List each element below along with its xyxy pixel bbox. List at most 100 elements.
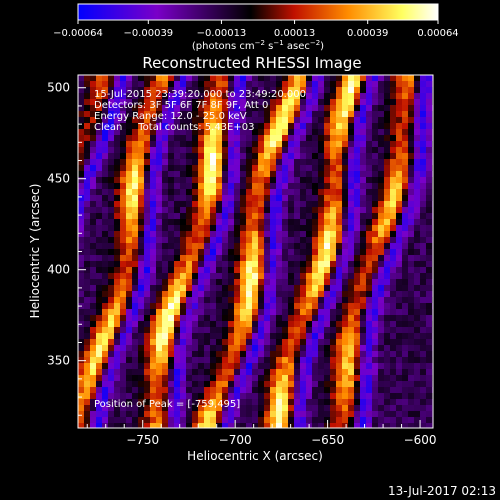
heatmap-pixel: [96, 249, 103, 256]
heatmap-pixel: [264, 375, 271, 382]
heatmap-pixel: [132, 273, 139, 280]
heatmap-pixel: [120, 231, 127, 238]
heatmap-pixel: [396, 279, 403, 286]
heatmap-pixel: [396, 201, 403, 208]
heatmap-pixel: [414, 81, 421, 88]
heatmap-pixel: [138, 399, 145, 406]
heatmap-pixel: [150, 183, 157, 190]
heatmap-pixel: [84, 123, 91, 130]
heatmap-pixel: [258, 309, 265, 316]
heatmap-pixel: [90, 165, 97, 172]
heatmap-pixel: [204, 231, 211, 238]
heatmap-pixel: [348, 405, 355, 412]
heatmap-pixel: [162, 249, 169, 256]
heatmap-pixel: [312, 93, 319, 100]
heatmap-pixel: [228, 375, 235, 382]
heatmap-pixel: [120, 135, 127, 142]
heatmap-pixel: [210, 195, 217, 202]
heatmap-pixel: [180, 195, 187, 202]
heatmap-pixel: [126, 225, 133, 232]
heatmap-pixel: [294, 177, 301, 184]
heatmap-pixel: [402, 393, 409, 400]
heatmap-pixel: [354, 261, 361, 268]
heatmap-pixel: [114, 81, 121, 88]
heatmap-pixel: [372, 417, 379, 424]
heatmap-pixel: [288, 153, 295, 160]
heatmap-pixel: [138, 357, 145, 364]
heatmap-pixel: [348, 309, 355, 316]
heatmap-pixel: [342, 339, 349, 346]
heatmap-pixel: [150, 405, 157, 412]
heatmap-pixel: [378, 183, 385, 190]
heatmap-pixel: [120, 291, 127, 298]
heatmap-pixel: [78, 417, 85, 424]
heatmap-pixel: [126, 273, 133, 280]
heatmap-pixel: [360, 111, 367, 118]
heatmap-pixel: [258, 339, 265, 346]
heatmap-pixel: [408, 171, 415, 178]
colorbar-unit-label: (photons cm−2 s−1 asec−2): [192, 39, 324, 52]
heatmap-pixel: [240, 159, 247, 166]
heatmap-pixel: [180, 213, 187, 220]
heatmap-pixel: [216, 99, 223, 106]
heatmap-pixel: [150, 195, 157, 202]
heatmap-pixel: [354, 315, 361, 322]
heatmap-pixel: [108, 93, 115, 100]
heatmap-pixel: [426, 219, 433, 226]
heatmap-pixel: [138, 201, 145, 208]
heatmap-pixel: [234, 87, 241, 94]
heatmap-pixel: [270, 267, 277, 274]
heatmap-pixel: [276, 399, 283, 406]
heatmap-pixel: [228, 207, 235, 214]
heatmap-pixel: [258, 105, 265, 112]
heatmap-pixel: [306, 213, 313, 220]
heatmap-pixel: [246, 159, 253, 166]
heatmap-pixel: [96, 93, 103, 100]
heatmap-pixel: [96, 261, 103, 268]
heatmap-pixel: [270, 399, 277, 406]
heatmap-pixel: [222, 117, 229, 124]
heatmap-pixel: [330, 393, 337, 400]
heatmap-pixel: [168, 387, 175, 394]
heatmap-pixel: [300, 123, 307, 130]
heatmap-pixel: [372, 339, 379, 346]
heatmap-pixel: [342, 129, 349, 136]
heatmap-pixel: [366, 387, 373, 394]
heatmap-pixel: [162, 315, 169, 322]
heatmap-pixel: [408, 369, 415, 376]
heatmap-pixel: [90, 303, 97, 310]
heatmap-pixel: [360, 315, 367, 322]
heatmap-pixel: [264, 135, 271, 142]
heatmap-pixel: [294, 171, 301, 178]
heatmap-pixel: [78, 267, 85, 274]
heatmap-pixel: [408, 123, 415, 130]
heatmap-pixel: [318, 393, 325, 400]
heatmap-pixel: [156, 279, 163, 286]
heatmap-pixel: [252, 423, 259, 428]
heatmap-pixel: [318, 75, 325, 82]
heatmap-pixel: [126, 405, 133, 412]
heatmap-pixel: [252, 273, 259, 280]
heatmap-pixel: [264, 195, 271, 202]
heatmap-pixel: [348, 423, 355, 428]
heatmap-pixel: [408, 249, 415, 256]
heatmap-pixel: [210, 93, 217, 100]
heatmap-pixel: [126, 375, 133, 382]
heatmap-pixel: [246, 327, 253, 334]
heatmap-pixel: [318, 411, 325, 418]
heatmap-pixel: [198, 405, 205, 412]
heatmap-pixel: [210, 273, 217, 280]
heatmap-pixel: [84, 225, 91, 232]
heatmap-pixel: [336, 207, 343, 214]
heatmap-pixel: [336, 171, 343, 178]
heatmap-pixel: [414, 261, 421, 268]
heatmap-pixel: [414, 363, 421, 370]
heatmap-pixel: [372, 75, 379, 82]
heatmap-pixel: [90, 129, 97, 136]
heatmap-pixel: [312, 273, 319, 280]
heatmap-pixel: [114, 345, 121, 352]
heatmap-pixel: [342, 261, 349, 268]
heatmap-pixel: [270, 249, 277, 256]
heatmap-pixel: [180, 93, 187, 100]
heatmap-pixel: [396, 285, 403, 292]
